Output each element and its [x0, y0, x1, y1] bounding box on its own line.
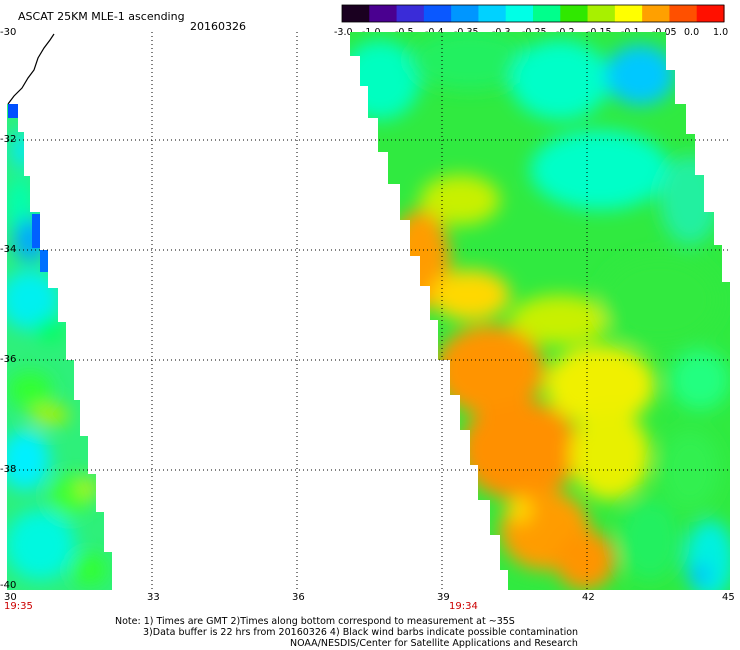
- lon-label: 36: [292, 592, 305, 603]
- note-line-3: NOAA/NESDIS/Center for Satellite Applica…: [290, 638, 578, 649]
- lat-label: -32: [0, 134, 17, 145]
- colorbar-label: 1.0: [713, 27, 729, 38]
- colorbar-swatch: [587, 5, 616, 22]
- lon-label: 30: [4, 592, 17, 603]
- colorbar-swatch: [642, 5, 671, 22]
- note-line-1: Note: 1) Times are GMT 2)Times along bot…: [115, 616, 515, 627]
- swath-left: [7, 104, 112, 590]
- colorbar-swatch: [533, 5, 561, 22]
- lon-label: 39: [437, 592, 450, 603]
- colorbar-swatch: [369, 5, 398, 22]
- colorbar-label: 0.0: [684, 27, 700, 38]
- coastline: [7, 33, 55, 105]
- lat-label: -38: [0, 464, 17, 475]
- colorbar-swatch: [505, 5, 534, 22]
- colorbar-border: [341, 4, 725, 23]
- pass-time-left: 19:35: [4, 601, 33, 612]
- product-date: 20160326: [190, 20, 246, 33]
- colorbar-label: -3.0: [334, 27, 353, 38]
- colorbar-swatch: [669, 5, 698, 22]
- lat-label: -34: [0, 244, 17, 255]
- colorbar-swatch: [478, 5, 507, 22]
- swath-right: [340, 32, 730, 590]
- colorbar-swatch: [696, 5, 725, 22]
- colorbar-swatch: [423, 5, 452, 22]
- lat-label: -40: [0, 580, 17, 591]
- lon-label: 33: [147, 592, 160, 603]
- lat-label: -30: [0, 27, 17, 38]
- note-line-2: 3)Data buffer is 22 hrs from 20160326 4)…: [143, 627, 579, 638]
- lon-label: 42: [582, 592, 595, 603]
- colorbar-swatches: [341, 4, 725, 23]
- colorbar-swatch: [560, 5, 589, 22]
- colorbar-swatch: [614, 5, 643, 22]
- product-title: ASCAT 25KM MLE-1 ascending: [18, 10, 185, 23]
- lat-label: -36: [0, 354, 17, 365]
- lon-label: 45: [722, 592, 735, 603]
- colorbar-swatch: [342, 5, 370, 22]
- colorbar-swatch: [396, 5, 425, 22]
- colorbar-swatch: [451, 5, 480, 22]
- pass-time-right: 19:34: [449, 601, 478, 612]
- graticule: [7, 32, 730, 590]
